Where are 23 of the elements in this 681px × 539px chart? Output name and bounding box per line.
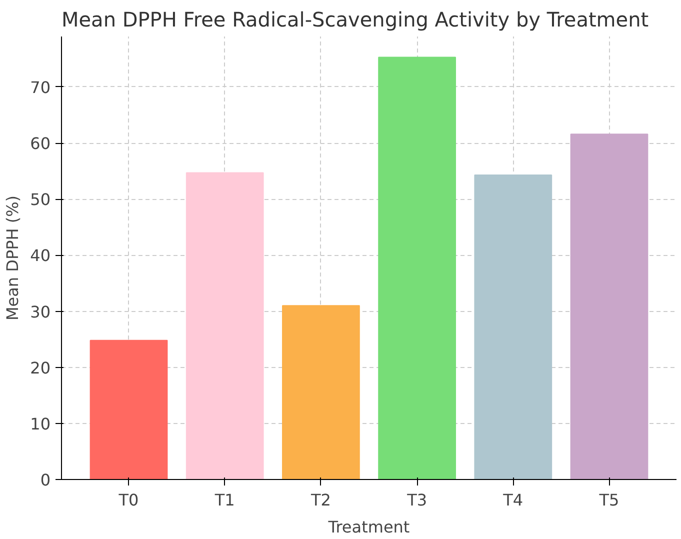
x-tick-label: T3 <box>406 490 428 510</box>
y-axis-title: Mean DPPH (%) <box>3 195 22 321</box>
chart-title: Mean DPPH Free Radical-Scavenging Activity by Treatment <box>62 8 649 32</box>
bar <box>186 172 264 480</box>
bar <box>282 305 360 480</box>
bar <box>378 56 456 480</box>
y-tick-label: 70 <box>30 78 50 97</box>
bar <box>474 174 552 480</box>
bar <box>90 340 168 480</box>
y-tick-label: 60 <box>30 134 50 154</box>
x-tick-label: T5 <box>598 490 620 510</box>
y-tick-label: 30 <box>30 302 50 322</box>
y-tick-label: 10 <box>30 414 50 434</box>
y-tick-label: 50 <box>30 190 50 210</box>
x-tick-label: T2 <box>310 490 331 510</box>
x-tick-label: T0 <box>118 490 139 510</box>
y-tick-label: 20 <box>30 358 50 378</box>
bar <box>570 134 648 480</box>
x-tick-label: T1 <box>214 490 235 510</box>
y-tick-label: 0 <box>40 470 51 490</box>
x-axis-title: Treatment <box>327 518 410 536</box>
x-tick-label: T4 <box>502 490 524 510</box>
y-tick-label: 40 <box>30 246 50 266</box>
